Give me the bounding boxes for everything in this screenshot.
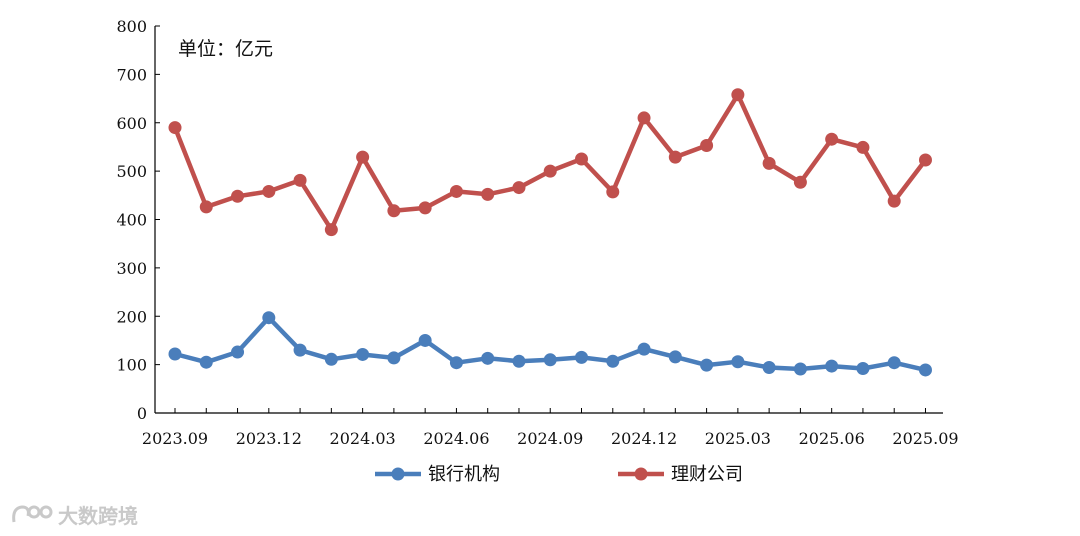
x-tick-label: 2024.09: [517, 429, 583, 448]
x-tick-label: 2023.09: [142, 429, 208, 448]
x-tick-label: 2025.03: [705, 429, 771, 448]
data-point: [575, 351, 588, 364]
data-point: [481, 188, 494, 201]
data-point: [512, 355, 525, 368]
data-point: [856, 362, 869, 375]
data-point: [638, 111, 651, 124]
data-point: [419, 334, 432, 347]
x-tick-label: 2024.12: [611, 429, 677, 448]
data-point: [231, 346, 244, 359]
legend-label-1: 理财公司: [671, 464, 743, 485]
data-point: [700, 359, 713, 372]
y-tick-label: 800: [116, 17, 147, 36]
legend-marker-1: [635, 468, 648, 481]
axes: 0 100 200 300 400 500 600 700 800 2023.09 2023.12 2…: [116, 17, 958, 448]
data-point: [200, 356, 213, 369]
data-point: [325, 353, 338, 366]
legend-label-0: 银行机构: [428, 464, 500, 485]
y-tick-label: 500: [116, 162, 147, 181]
x-tick-label: 2024.03: [330, 429, 396, 448]
data-point: [888, 195, 901, 208]
data-point: [606, 355, 619, 368]
y-tick-label: 200: [116, 307, 147, 326]
x-tick-label: 2025.09: [892, 429, 958, 448]
data-point: [669, 151, 682, 164]
data-point: [356, 348, 369, 361]
data-point: [387, 204, 400, 217]
data-point: [544, 353, 557, 366]
data-point: [262, 185, 275, 198]
data-point: [919, 153, 932, 166]
data-point: [450, 356, 463, 369]
data-point: [638, 343, 651, 356]
data-point: [606, 185, 619, 198]
data-point: [481, 352, 494, 365]
data-point: [888, 356, 901, 369]
watermark: 大数跨境: [10, 500, 138, 529]
data-point: [825, 360, 838, 373]
data-point: [731, 88, 744, 101]
data-point: [919, 363, 932, 376]
data-point: [575, 153, 588, 166]
data-point: [731, 355, 744, 368]
y-tick-label: 100: [116, 356, 147, 375]
x-tick-label: 2025.06: [799, 429, 865, 448]
logo-icon: [10, 502, 54, 528]
data-point: [262, 311, 275, 324]
data-point: [700, 139, 713, 152]
data-point: [387, 351, 400, 364]
data-point: [169, 347, 182, 360]
y-tick-label: 400: [116, 211, 147, 230]
y-tick-label: 0: [137, 404, 147, 423]
data-point: [294, 344, 307, 357]
data-point: [450, 185, 463, 198]
data-point: [794, 176, 807, 189]
data-point: [512, 181, 525, 194]
series-layer: [169, 88, 932, 376]
x-tick-label: 2024.06: [423, 429, 489, 448]
data-point: [294, 174, 307, 187]
y-tick-label: 700: [116, 65, 147, 84]
x-tick-label: 2023.12: [236, 429, 302, 448]
watermark-text: 大数跨境: [58, 500, 138, 529]
legend-marker-0: [392, 468, 405, 481]
y-tick-label: 600: [116, 114, 147, 133]
data-point: [763, 157, 776, 170]
data-point: [231, 190, 244, 203]
legend: 银行机构 理财公司: [375, 464, 743, 485]
data-point: [763, 361, 776, 374]
data-point: [169, 121, 182, 134]
data-point: [356, 151, 369, 164]
data-point: [544, 165, 557, 178]
data-point: [825, 133, 838, 146]
unit-label: 单位：亿元: [178, 38, 273, 60]
data-point: [856, 141, 869, 154]
y-tick-label: 300: [116, 259, 147, 278]
data-point: [200, 200, 213, 213]
series-line-1: [175, 95, 926, 230]
data-point: [325, 223, 338, 236]
data-point: [669, 350, 682, 363]
data-point: [419, 201, 432, 214]
data-point: [794, 362, 807, 375]
